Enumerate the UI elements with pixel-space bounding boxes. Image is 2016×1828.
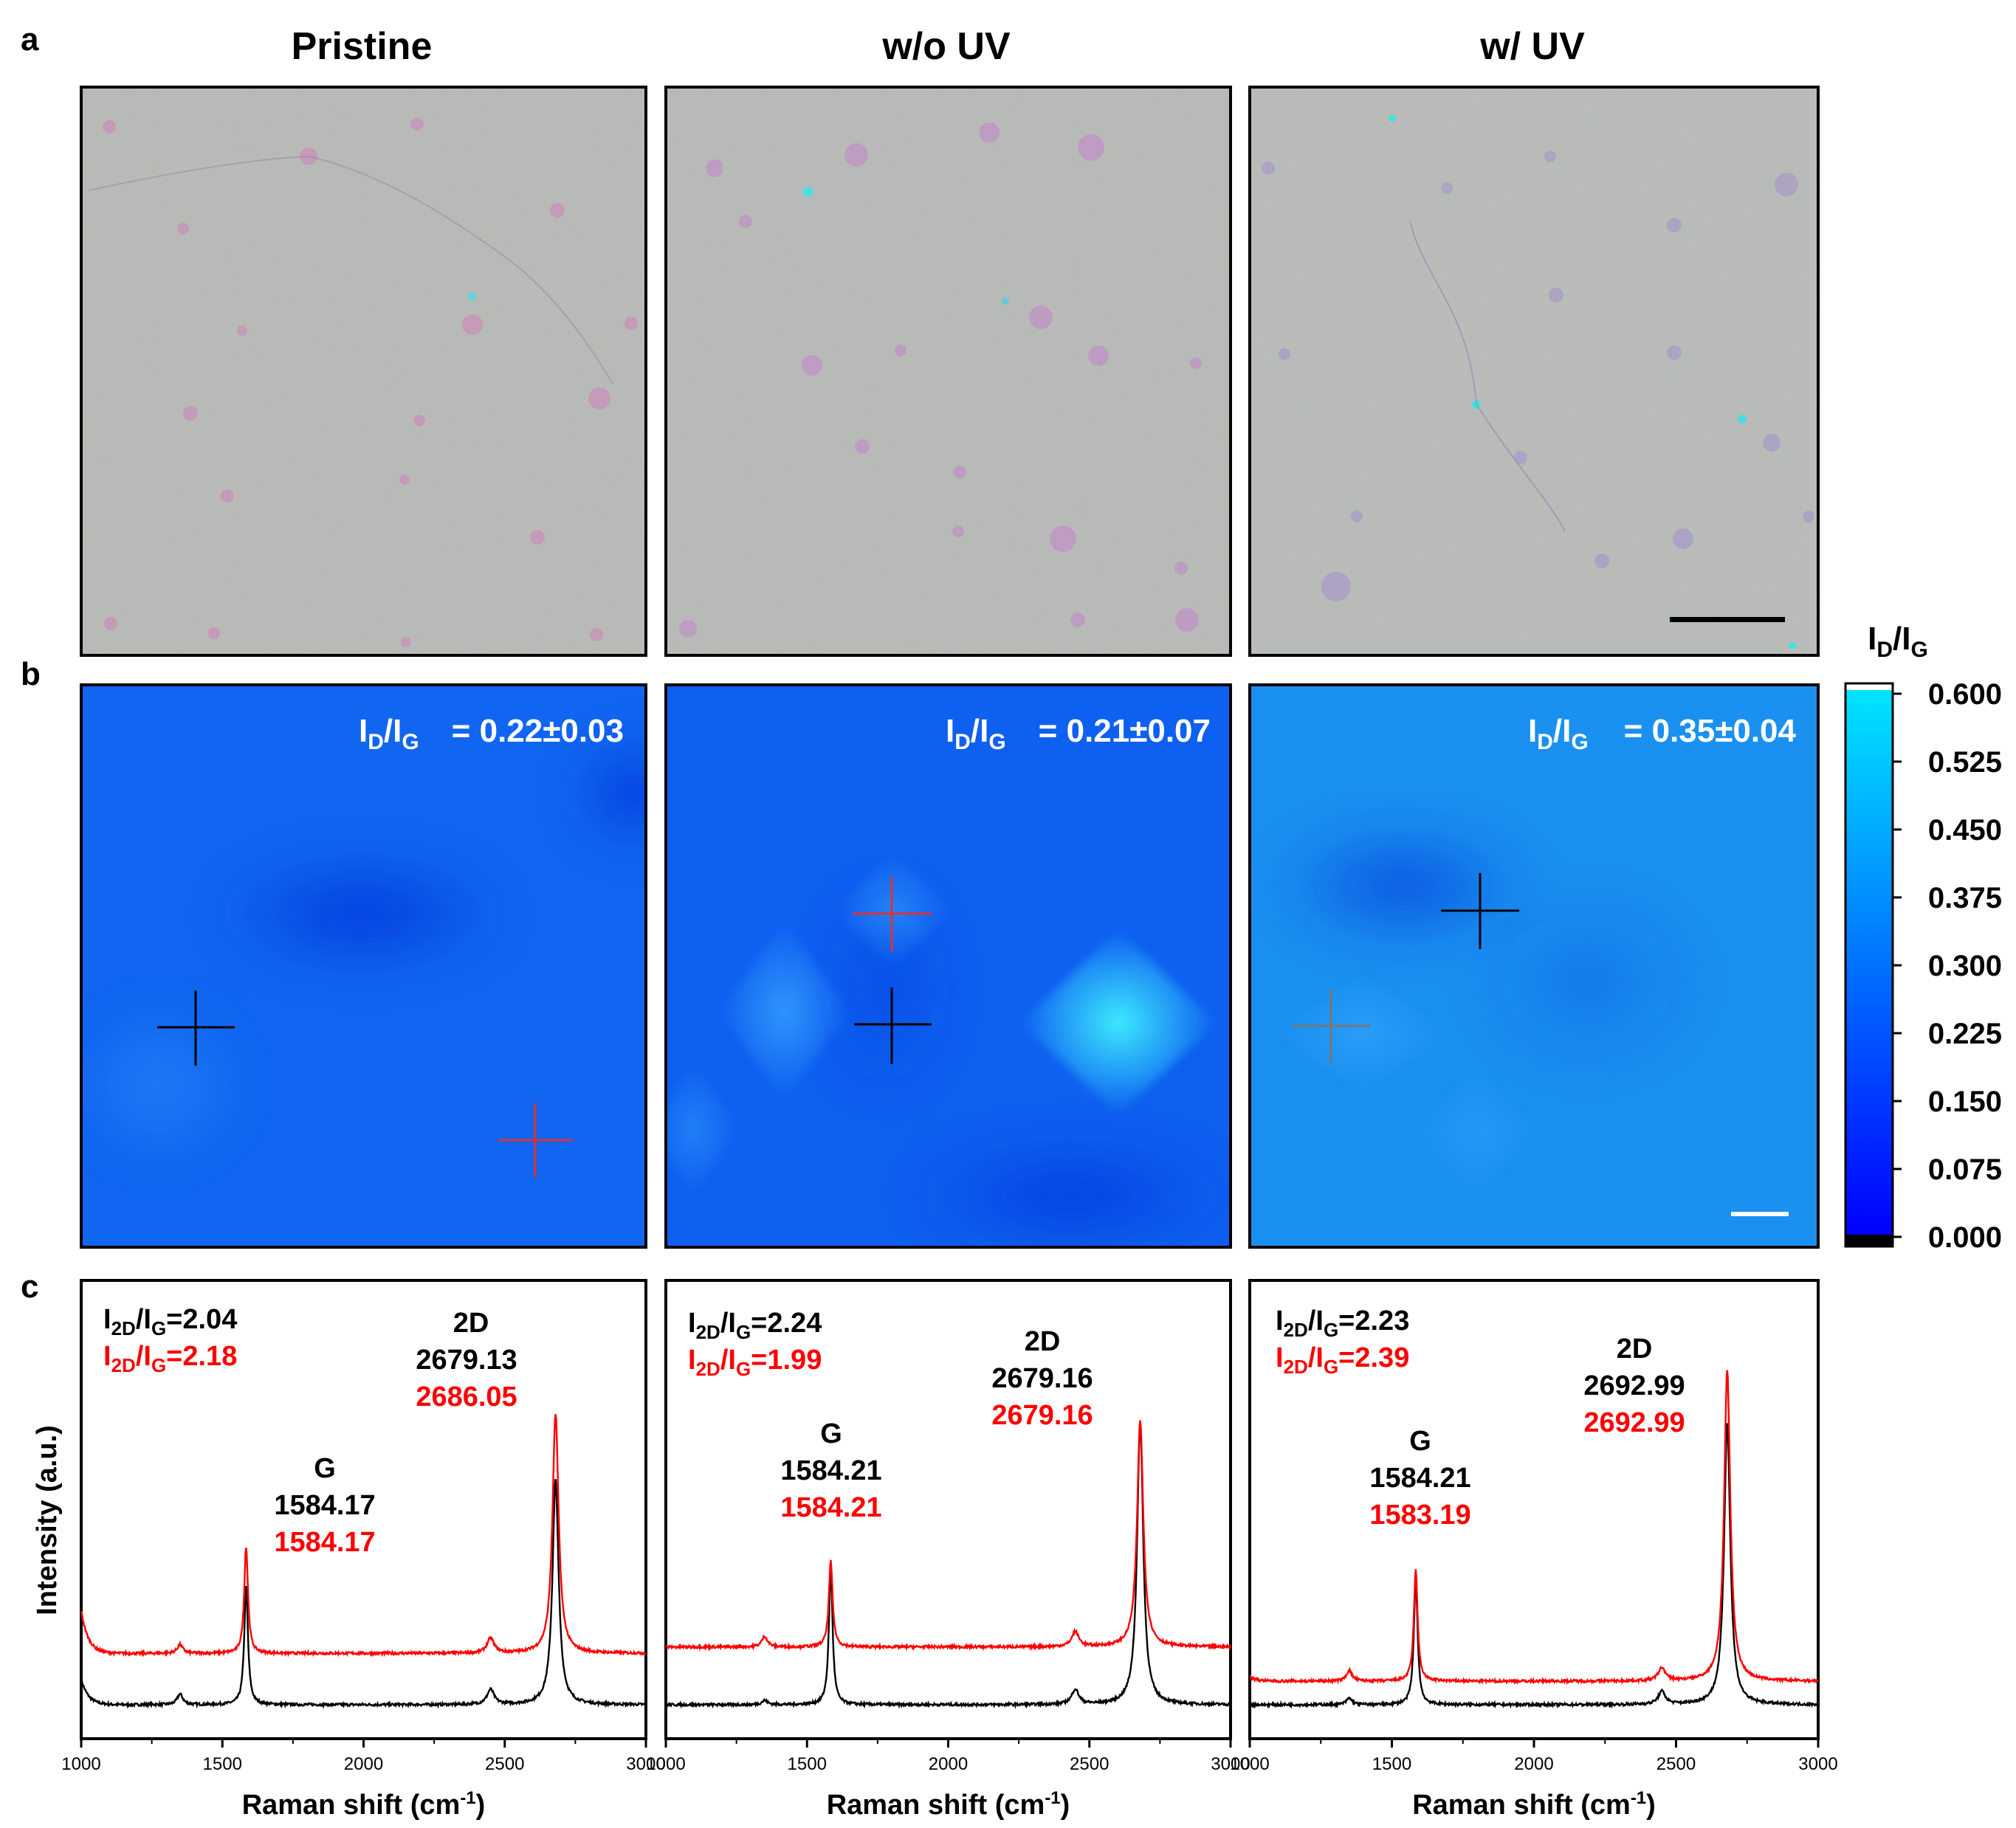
spectrum-annotations-w-uv: I2D/IG=2.23 I2D/IG=2.39 2D 2692.99 2692.… bbox=[1276, 1306, 1685, 1531]
x-tick-label: 1000 bbox=[1230, 1754, 1269, 1774]
peak-g-red-w-uv: 1583.19 bbox=[1369, 1500, 1470, 1531]
map-ratio-label-pristine: = 0.22±0.03 bbox=[452, 713, 624, 749]
x-tick-label: 3000 bbox=[626, 1754, 665, 1774]
raman-map-pristine: = 0.22±0.03 ID/IG bbox=[80, 683, 647, 1249]
column-title-pristine: Pristine bbox=[292, 25, 433, 68]
scale-bar-map bbox=[1731, 1212, 1789, 1216]
crosshair-red-pristine bbox=[498, 1103, 573, 1177]
raman-map-wo-uv: = 0.21±0.07 ID/IG bbox=[664, 683, 1232, 1249]
spectrum-line-red bbox=[80, 1414, 647, 1658]
colorbar-tick-label: 0.600 bbox=[1928, 678, 2002, 711]
peak-g-red-pristine: 1584.17 bbox=[274, 1527, 375, 1558]
crosshair-black-wo-uv bbox=[854, 987, 932, 1064]
colorbar-gradient bbox=[1845, 690, 1893, 1235]
peak-2d-label-pristine: 2D bbox=[453, 1308, 489, 1339]
x-tick-label: 2500 bbox=[1657, 1754, 1696, 1774]
ratio-red-prefix-pristine: I2D/IG=2.18 bbox=[103, 1341, 237, 1376]
raman-map-w-uv: = 0.35±0.04 ID/IG bbox=[1248, 683, 1820, 1249]
crosshair-black-w-uv bbox=[1441, 873, 1519, 949]
plot-frame bbox=[1248, 1279, 1820, 1740]
optical-image-w-uv bbox=[1248, 86, 1820, 657]
x-axis-label: Raman shift (cm-1) bbox=[1412, 1788, 1656, 1821]
x-tick-label: 1500 bbox=[1372, 1754, 1411, 1774]
colorbar-tick-label: 0.300 bbox=[1928, 950, 2002, 982]
scale-bar-optical bbox=[1670, 617, 1785, 622]
crosshair-black-pristine bbox=[157, 990, 235, 1066]
x-axis-label: Raman shift (cm-1) bbox=[242, 1788, 486, 1821]
colorbar-tick-label: 0.075 bbox=[1928, 1153, 2002, 1186]
peak-2d-red-w-uv: 2692.99 bbox=[1583, 1407, 1685, 1438]
colorbar-tick-label: 0.000 bbox=[1928, 1221, 2002, 1254]
optical-image-wo-uv bbox=[664, 86, 1232, 657]
x-tick-label: 3000 bbox=[1798, 1754, 1837, 1774]
spectrum-line-black bbox=[664, 1423, 1232, 1710]
map-ratio-label-wo-uv: = 0.21±0.07 bbox=[1039, 713, 1211, 749]
crosshair-red-wo-uv bbox=[853, 877, 932, 952]
x-tick-label: 1000 bbox=[61, 1754, 100, 1774]
peak-2d-label-w-uv: 2D bbox=[1617, 1334, 1653, 1365]
x-tick-label: 2500 bbox=[1070, 1754, 1109, 1774]
x-tick-label: 2000 bbox=[344, 1754, 383, 1774]
panel-label-a: a bbox=[21, 21, 39, 58]
colorbar-tick-label: 0.525 bbox=[1928, 746, 2002, 779]
x-tick-label: 2500 bbox=[485, 1754, 524, 1774]
raman-spectrum-plot-2: 1000 1500 2000 2500 3000 Raman shift (cm-1) bbox=[646, 1279, 1250, 1821]
column-title-w-uv: w/ UV bbox=[1479, 25, 1585, 68]
x-tick-label: 1500 bbox=[203, 1754, 242, 1774]
colorbar-tick-label: 0.450 bbox=[1928, 814, 2002, 846]
peak-2d-red-pristine: 2686.05 bbox=[416, 1382, 517, 1413]
x-tick-label: 2000 bbox=[1514, 1754, 1553, 1774]
y-axis-label: Intensity (a.u.) bbox=[32, 1425, 63, 1615]
column-title-wo-uv: w/o UV bbox=[881, 25, 1011, 68]
colorbar: ID/IG 0.600 0.525 0.450 0.375 0.300 0.225 0.15… bbox=[1844, 621, 2002, 1254]
peak-g-label-pristine: G bbox=[314, 1453, 336, 1484]
x-tick-label: 2000 bbox=[929, 1754, 968, 1774]
peak-2d-black-pristine: 2679.13 bbox=[416, 1345, 517, 1376]
colorbar-ticks: 0.600 0.525 0.450 0.375 0.300 0.225 0.150 0.075… bbox=[1893, 678, 2002, 1254]
spectrum-line-red bbox=[664, 1420, 1232, 1652]
panel-label-b: b bbox=[21, 656, 41, 692]
spectrum-line-black bbox=[1248, 1423, 1818, 1710]
peak-g-black-pristine: 1584.17 bbox=[274, 1490, 375, 1521]
x-tick-label: 1000 bbox=[646, 1754, 685, 1774]
peak-g-red-wo-uv: 1584.21 bbox=[780, 1492, 881, 1523]
raman-spectrum-plot-1: 1000 1500 2000 2500 3000 Raman shift (cm-1) bbox=[61, 1279, 666, 1821]
ratio-red-prefix-w-uv: I2D/IG=2.39 bbox=[1276, 1342, 1409, 1378]
peak-g-label-w-uv: G bbox=[1409, 1426, 1431, 1457]
peak-2d-black-wo-uv: 2679.16 bbox=[991, 1363, 1093, 1394]
crosshair-red-w-uv bbox=[1292, 989, 1370, 1064]
colorbar-tick-label: 0.150 bbox=[1928, 1086, 2002, 1118]
peak-g-black-w-uv: 1584.21 bbox=[1369, 1463, 1470, 1494]
spectrum-line-red bbox=[1249, 1370, 1819, 1686]
x-axis-label: Raman shift (cm-1) bbox=[827, 1788, 1070, 1821]
map-ratio-label-w-uv: = 0.35±0.04 bbox=[1624, 713, 1797, 749]
spectrum-line-black bbox=[80, 1479, 647, 1709]
colorbar-tick-label: 0.375 bbox=[1928, 882, 2002, 914]
peak-g-label-wo-uv: G bbox=[820, 1418, 842, 1449]
peak-2d-red-wo-uv: 2679.16 bbox=[991, 1400, 1093, 1431]
peak-2d-black-w-uv: 2692.99 bbox=[1583, 1370, 1685, 1401]
optical-image-pristine bbox=[80, 86, 647, 657]
colorbar-tick-label: 0.225 bbox=[1928, 1018, 2002, 1050]
colorbar-title: ID/IG bbox=[1868, 621, 1928, 662]
raman-spectrum-plot-3: 1000 1500 2000 2500 3000 Raman shift (cm-1) bbox=[1230, 1279, 1838, 1821]
x-tick-label: 3000 bbox=[1211, 1754, 1250, 1774]
panel-label-c: c bbox=[21, 1269, 38, 1305]
x-tick-label: 1500 bbox=[788, 1754, 827, 1774]
peak-2d-label-wo-uv: 2D bbox=[1025, 1326, 1061, 1357]
peak-g-black-wo-uv: 1584.21 bbox=[780, 1455, 881, 1486]
